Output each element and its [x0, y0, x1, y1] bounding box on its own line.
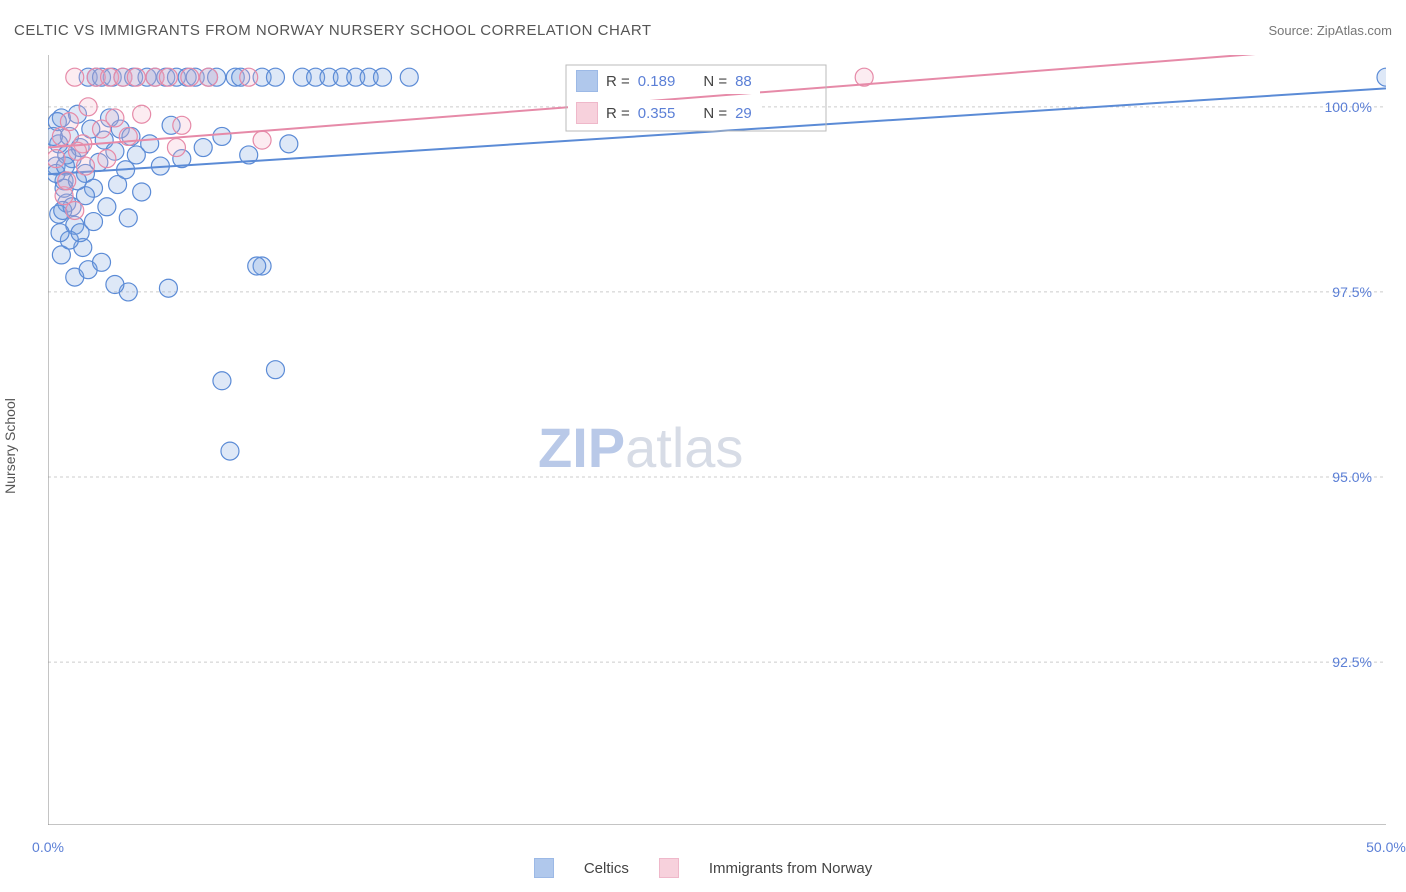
legend-swatch-1: [576, 70, 598, 92]
bottom-legend-swatch-1: [534, 858, 554, 878]
chart-title: CELTIC VS IMMIGRANTS FROM NORWAY NURSERY…: [14, 22, 652, 39]
legend-r-label-1: R =: [606, 73, 630, 90]
bottom-legend-swatch-2: [659, 858, 679, 878]
chart-container: CELTIC VS IMMIGRANTS FROM NORWAY NURSERY…: [0, 0, 1406, 892]
legend-n-label-2: N =: [703, 105, 727, 122]
legend-r-value-1: 0.189: [638, 73, 676, 90]
y-tick-label: 92.5%: [1332, 654, 1372, 670]
scatter-plot-svg: [48, 55, 1386, 825]
legend-r-value-2: 0.355: [638, 105, 676, 122]
y-axis-label: Nursery School: [2, 398, 18, 494]
legend-n-value-1: 88: [735, 73, 752, 90]
x-tick-label: 0.0%: [32, 839, 64, 855]
legend-row-2: R = 0.355 N = 29: [568, 100, 760, 126]
source-name: ZipAtlas.com: [1317, 23, 1392, 38]
source-prefix: Source:: [1268, 23, 1316, 38]
source-attribution: Source: ZipAtlas.com: [1268, 23, 1392, 38]
legend-row-1: R = 0.189 N = 88: [568, 68, 760, 94]
legend-swatch-2: [576, 102, 598, 124]
title-row: CELTIC VS IMMIGRANTS FROM NORWAY NURSERY…: [14, 22, 1392, 39]
plot-area: ZIPatlas R = 0.189 N = 88 R = 0.355 N = …: [48, 55, 1386, 825]
bottom-legend-label-1: Celtics: [584, 860, 629, 877]
legend-n-value-2: 29: [735, 105, 752, 122]
bottom-legend: Celtics Immigrants from Norway: [0, 858, 1406, 878]
bottom-legend-label-2: Immigrants from Norway: [709, 860, 872, 877]
y-tick-label: 100.0%: [1325, 99, 1372, 115]
x-tick-label: 50.0%: [1366, 839, 1406, 855]
legend-n-label-1: N =: [703, 73, 727, 90]
y-tick-label: 95.0%: [1332, 469, 1372, 485]
legend-r-label-2: R =: [606, 105, 630, 122]
y-tick-label: 97.5%: [1332, 284, 1372, 300]
